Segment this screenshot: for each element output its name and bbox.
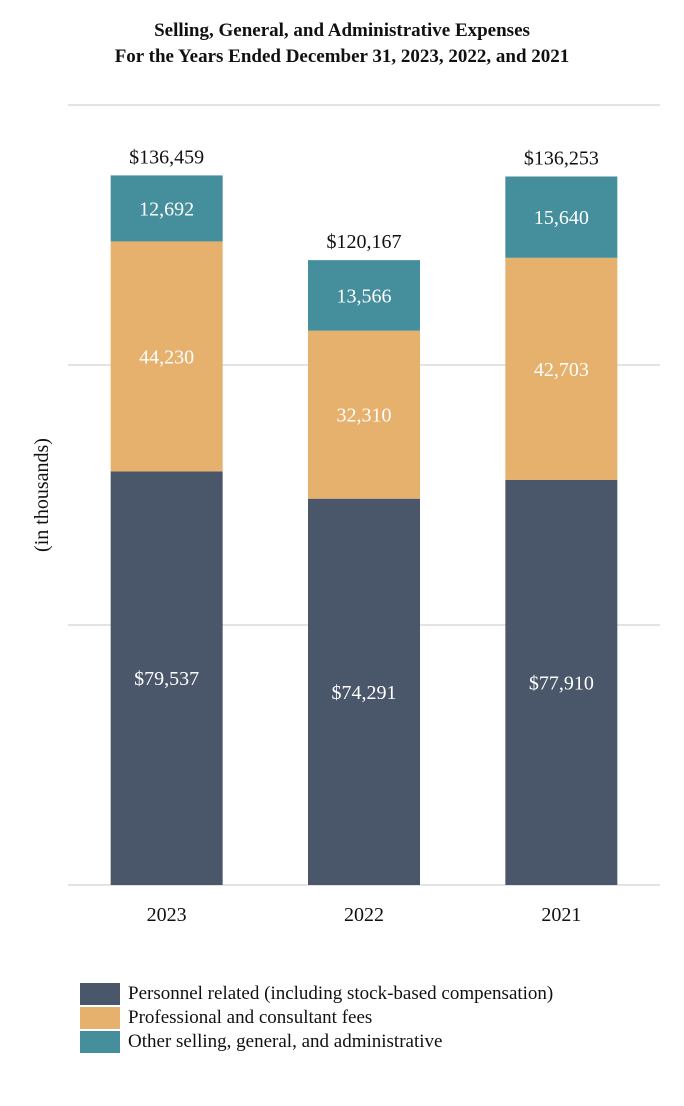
bar-label-2023-series-0: $79,537 (134, 668, 199, 690)
legend-label-professional: Professional and consultant fees (128, 1007, 373, 1028)
legend-swatch-professional (80, 1007, 120, 1029)
total-label-2021: $136,253 (524, 147, 599, 169)
bar-label-2022-series-1: 32,310 (337, 405, 392, 427)
x-tick-2023: 2023 (147, 904, 187, 926)
bar-label-2022-series-2: 13,566 (337, 285, 392, 307)
bar-2022-series-2 (308, 260, 420, 331)
legend-swatch-personnel (80, 983, 120, 1005)
legend: Personnel related (including stock-based… (80, 982, 553, 1054)
legend-item-professional: Professional and consultant fees (80, 1006, 553, 1030)
chart-title-line-1: Selling, General, and Administrative Exp… (154, 20, 530, 41)
bar-2021-series-1 (505, 257, 618, 480)
bar-2023-series-0 (110, 471, 223, 885)
y-axis-label: (in thousands) (31, 438, 53, 552)
bar-label-2021-series-1: 42,703 (534, 359, 589, 381)
bar-label-2022-series-0: $74,291 (332, 682, 397, 704)
bar-label-2021-series-0: $77,910 (529, 672, 594, 694)
legend-label-other: Other selling, general, and administrati… (128, 1031, 443, 1052)
legend-item-other: Other selling, general, and administrati… (80, 1030, 553, 1054)
total-label-2023: $136,459 (129, 146, 204, 168)
bar-2022-series-0 (308, 498, 420, 885)
bar-2023-series-2 (110, 175, 223, 242)
legend-item-personnel: Personnel related (including stock-based… (80, 982, 553, 1006)
chart-title-line-2: For the Years Ended December 31, 2023, 2… (114, 46, 570, 67)
bar-2023-series-1 (110, 241, 223, 472)
total-label-2022: $120,167 (327, 231, 402, 253)
bar-label-2021-series-2: 15,640 (534, 207, 589, 229)
x-tick-2022: 2022 (344, 904, 384, 926)
bar-2021-series-0 (505, 479, 618, 885)
bar-2021-series-2 (505, 176, 618, 258)
bar-2022-series-1 (308, 330, 420, 499)
legend-swatch-other (80, 1031, 120, 1053)
plot-area: (in thousands) $79,537 44,230 12,692 $136,45… (31, 104, 660, 926)
legend-label-personnel: Personnel related (including stock-based… (128, 983, 554, 1004)
bar-label-2023-series-1: 44,230 (139, 346, 194, 368)
x-tick-2021: 2021 (541, 904, 581, 926)
bar-label-2023-series-2: 12,692 (139, 198, 194, 220)
